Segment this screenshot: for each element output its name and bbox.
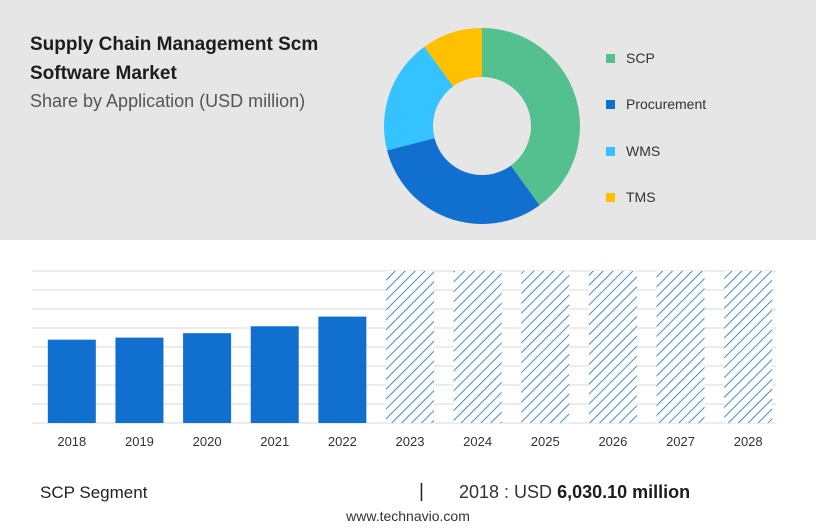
donut-slice-tms [424,28,482,87]
x-tick-label: 2023 [396,434,425,449]
bar-2018 [47,339,96,423]
bar-2019 [115,337,164,423]
legend-item-scp: SCP [606,50,655,66]
x-tick-label: 2028 [734,434,763,449]
legend-label: SCP [626,50,655,66]
website-link[interactable]: www.technavio.com [346,508,470,524]
donut-slice-wms [384,46,454,151]
legend-swatch [606,192,615,202]
forecast-bar-2026 [588,271,637,423]
x-tick-label: 2020 [193,434,222,449]
x-tick-label: 2019 [125,434,154,449]
donut-slice-procurement [387,138,540,224]
forecast-bar-2027 [656,271,705,423]
donut-chart [384,28,580,224]
legend-label: Procurement [626,96,707,112]
chart-title: Supply Chain Management Scm Software Mar… [30,34,319,84]
x-tick-label: 2026 [598,434,627,449]
x-tick-label: 2018 [57,434,86,449]
x-tick-label: 2021 [260,434,289,449]
donut-slice-scp [482,28,580,206]
legend-label: TMS [626,189,656,205]
legend-item-tms: TMS [606,189,656,205]
footer-separator: | [419,481,424,502]
bar-2021 [250,326,299,423]
legend-label: WMS [626,143,661,159]
legend-swatch [606,53,615,63]
chart-subtitle: Share by Application (USD million) [30,91,306,111]
bar-2022 [318,316,367,423]
footer-year-label: 2018 : USD [459,482,553,502]
forecast-bar-2028 [724,271,773,423]
legend-item-procurement: Procurement [606,96,706,112]
bar-2020 [183,333,232,423]
forecast-bar-2025 [521,271,570,423]
footer-value-text: 2018 : USD 6,030.10 million [459,482,690,503]
x-tick-label: 2025 [531,434,560,449]
bar-chart: 2018 2019 2020 2021 2022 2023 2024 2025 2026 2027… [32,270,776,449]
x-tick-label: 2024 [463,434,492,449]
forecast-bar-2023 [386,271,434,423]
legend-swatch [606,99,615,109]
legend-swatch [606,146,615,156]
x-tick-label: 2022 [328,434,357,449]
segment-label: SCP Segment [40,483,148,502]
x-tick-label: 2027 [666,434,695,449]
forecast-bar-2024 [453,271,502,423]
footer-value: 6,030.10 million [557,482,691,502]
legend-item-wms: WMS [606,143,660,159]
